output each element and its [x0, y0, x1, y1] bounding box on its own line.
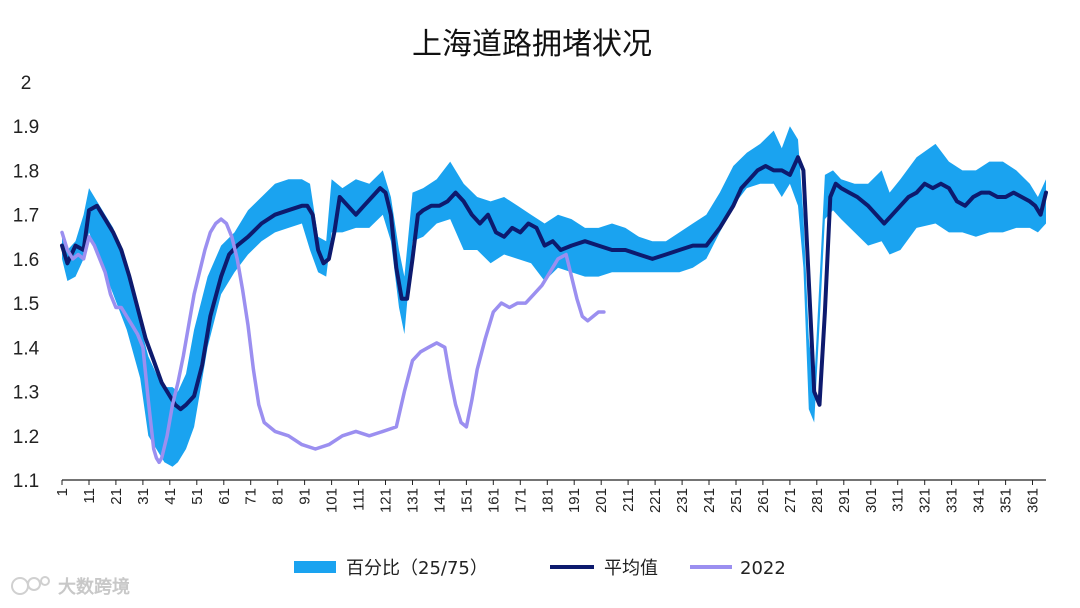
x-tick-label: 201	[593, 488, 610, 513]
x-tick-label: 11	[81, 488, 98, 504]
y-tick-label: 1.2	[13, 427, 39, 448]
legend-label-2022: 2022	[740, 558, 786, 579]
x-tick-label: 91	[297, 488, 314, 505]
y-tick-label: 2	[21, 73, 32, 94]
x-tick-label: 251	[728, 488, 745, 513]
legend-label-percentile-band: 百分比（25/75）	[346, 558, 488, 579]
x-tick-label: 221	[647, 488, 664, 513]
watermark-text: 大数跨境	[58, 576, 130, 598]
x-tick-label: 271	[782, 488, 799, 513]
x-tick-label: 151	[458, 488, 475, 513]
legend-label-average: 平均值	[604, 558, 658, 579]
x-tick-label: 41	[162, 488, 179, 505]
legend-item-2022: 2022	[690, 558, 786, 579]
legend-item-percentile-band: 百分比（25/75）	[294, 558, 488, 579]
x-tick-label: 331	[944, 488, 961, 513]
x-tick-label: 141	[431, 488, 448, 513]
watermark: 大数跨境	[11, 576, 130, 598]
x-tick-label: 311	[890, 488, 907, 512]
x-tick-label: 171	[512, 488, 529, 513]
x-tick-label: 191	[566, 488, 583, 513]
y-tick-label: 1.4	[13, 338, 40, 359]
y-tick-label: 1.5	[13, 294, 39, 315]
x-tick-label: 61	[216, 488, 233, 505]
x-tick-label: 1	[54, 488, 71, 496]
x-tick-label: 321	[917, 488, 934, 513]
chart-title: 上海道路拥堵状况	[412, 27, 652, 62]
x-tick-label: 301	[863, 488, 880, 513]
x-tick-label: 161	[485, 488, 502, 513]
x-tick-label: 241	[701, 488, 718, 513]
y-tick-label: 1.1	[13, 471, 39, 492]
series-line-2022	[60, 217, 606, 465]
x-tick-label: 101	[324, 488, 341, 513]
x-tick-label: 281	[809, 488, 826, 513]
x-tick-label: 131	[405, 488, 422, 513]
y-tick-label: 1.3	[13, 383, 39, 404]
series-percentile-band	[62, 126, 1046, 467]
x-tick-label: 181	[539, 488, 556, 513]
y-tick-label: 1.6	[13, 250, 39, 271]
x-tick-label: 341	[971, 488, 988, 513]
x-tick-label: 291	[836, 488, 853, 513]
watermark-logo-icon	[11, 576, 50, 595]
legend: 百分比（25/75） 平均值 2022	[294, 558, 786, 579]
x-tick-label: 361	[1025, 488, 1042, 513]
x-tick-label: 351	[998, 488, 1015, 513]
x-tick-label: 231	[674, 488, 691, 513]
x-axis: 1 11 21 31 41 51 61 71 81 91 101 111 121 131 141 151 161…	[54, 479, 1046, 513]
x-tick-label: 261	[755, 488, 772, 513]
x-tick-label: 211	[620, 488, 637, 512]
x-tick-label: 21	[108, 488, 125, 505]
x-tick-label: 121	[378, 488, 395, 513]
y-tick-label: 1.8	[13, 161, 39, 182]
y-tick-label: 1.9	[13, 117, 39, 138]
legend-item-average: 平均值	[550, 558, 658, 579]
x-tick-label: 51	[189, 488, 206, 505]
plot-area	[60, 126, 1048, 467]
x-tick-label: 71	[243, 488, 260, 505]
legend-swatch-percentile-band	[294, 561, 336, 573]
y-axis: 1.1 1.2 1.3 1.4 1.5 1.6 1.7 1.8 1.9 2	[13, 73, 40, 492]
x-tick-label: 31	[135, 488, 152, 505]
x-tick-label: 81	[270, 488, 287, 505]
x-tick-label: 111	[351, 488, 368, 511]
y-tick-label: 1.7	[13, 206, 39, 227]
series-line-average	[60, 155, 1048, 412]
